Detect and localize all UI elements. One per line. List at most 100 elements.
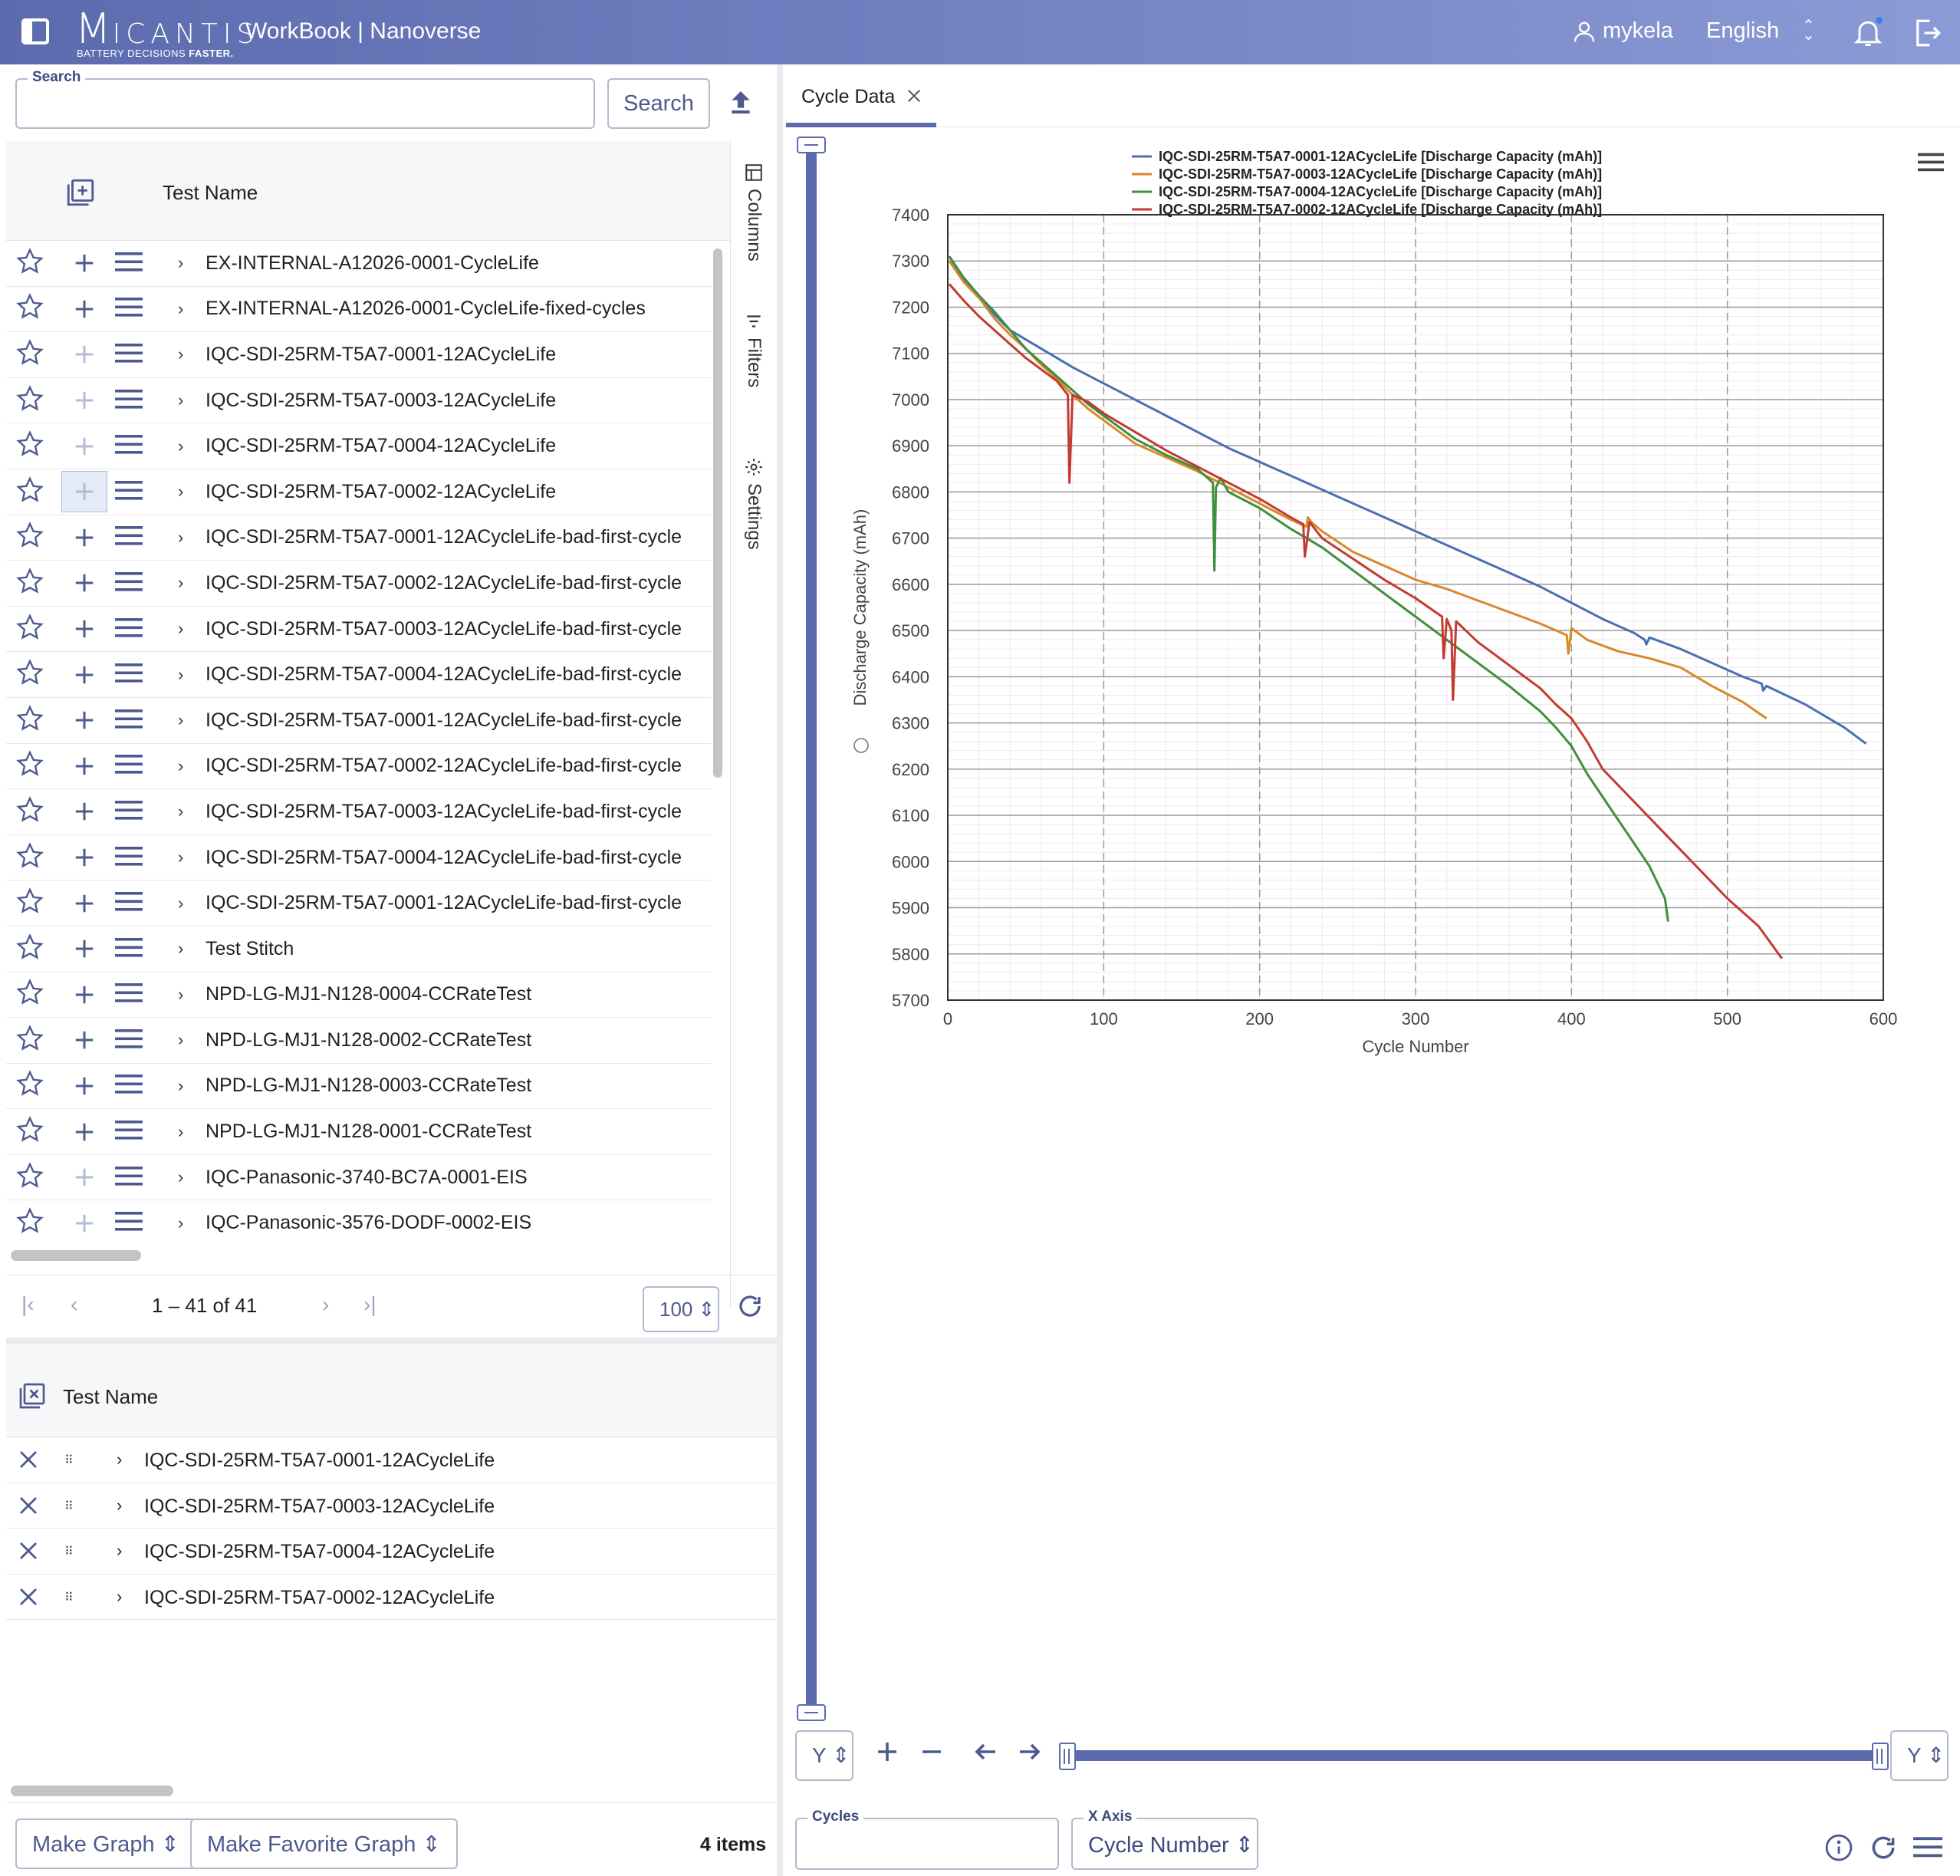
remove-all-icon[interactable] bbox=[17, 1381, 48, 1415]
star-icon[interactable] bbox=[15, 658, 44, 691]
notification-bell-icon[interactable] bbox=[1851, 15, 1885, 53]
add-icon[interactable] bbox=[61, 471, 107, 513]
chevron-updown-icon[interactable]: ⌃ ⌄ bbox=[1802, 18, 1815, 44]
chevron-right-icon[interactable]: › bbox=[178, 1121, 184, 1141]
star-icon[interactable] bbox=[15, 567, 44, 600]
chevron-right-icon[interactable]: › bbox=[178, 1075, 184, 1095]
table-row[interactable]: › IQC-Panasonic-3576-DODF-0002-EIS bbox=[6, 1200, 712, 1238]
chevron-right-icon[interactable]: › bbox=[117, 1450, 123, 1469]
drag-handle-icon[interactable]: ⠿ bbox=[64, 1545, 74, 1559]
star-icon[interactable] bbox=[15, 795, 44, 828]
table-row[interactable]: › IQC-SDI-25RM-T5A7-0004-12ACycleLife bbox=[6, 423, 712, 469]
logout-icon[interactable] bbox=[1911, 17, 1943, 53]
table-row[interactable]: › IQC-SDI-25RM-T5A7-0004-12ACycleLife-ba… bbox=[6, 835, 712, 881]
add-icon[interactable] bbox=[61, 517, 107, 558]
star-icon[interactable] bbox=[15, 1069, 44, 1102]
pan-right-icon[interactable] bbox=[1015, 1738, 1044, 1769]
row-menu-icon[interactable] bbox=[115, 616, 143, 643]
star-icon[interactable] bbox=[15, 430, 44, 462]
star-icon[interactable] bbox=[15, 841, 44, 874]
table-row[interactable]: › NPD-LG-MJ1-N128-0004-CCRateTest bbox=[6, 973, 712, 1019]
selected-row[interactable]: ⠿ › IQC-SDI-25RM-T5A7-0003-12ACycleLife bbox=[6, 1483, 777, 1529]
add-icon[interactable] bbox=[61, 837, 107, 878]
chevron-right-icon[interactable]: › bbox=[178, 253, 184, 273]
chevron-right-icon[interactable]: › bbox=[178, 801, 184, 821]
add-icon[interactable] bbox=[61, 974, 107, 1015]
chevron-right-icon[interactable]: › bbox=[178, 298, 184, 318]
sidebar-toggle-icon[interactable] bbox=[21, 18, 49, 44]
tab-filters[interactable]: Filters bbox=[731, 311, 777, 387]
table-row[interactable]: › IQC-Panasonic-3740-BC7A-0001-EIS bbox=[6, 1155, 712, 1201]
add-icon[interactable] bbox=[61, 1065, 107, 1107]
drag-handle-icon[interactable]: ⠿ bbox=[64, 1454, 74, 1467]
table-row[interactable]: › NPD-LG-MJ1-N128-0003-CCRateTest bbox=[6, 1064, 712, 1110]
chevron-right-icon[interactable]: › bbox=[178, 1213, 184, 1233]
chevron-right-icon[interactable]: › bbox=[178, 984, 184, 1004]
grid-vertical-scrollbar[interactable] bbox=[713, 248, 722, 778]
table-row[interactable]: › IQC-SDI-25RM-T5A7-0003-12ACycleLife bbox=[6, 378, 712, 424]
chevron-right-icon[interactable]: › bbox=[178, 482, 184, 502]
drag-handle-icon[interactable]: ⠿ bbox=[64, 1499, 74, 1513]
y-range-slider[interactable] bbox=[806, 141, 817, 1713]
tab-columns[interactable]: Columns bbox=[731, 163, 777, 262]
zoom-out-icon[interactable] bbox=[918, 1738, 945, 1769]
row-menu-icon[interactable] bbox=[115, 387, 143, 414]
row-menu-icon[interactable] bbox=[115, 479, 143, 505]
star-icon[interactable] bbox=[15, 521, 44, 554]
table-row[interactable]: › IQC-SDI-25RM-T5A7-0001-12ACycleLife-ba… bbox=[6, 515, 712, 561]
row-menu-icon[interactable] bbox=[115, 1072, 143, 1099]
add-icon[interactable] bbox=[61, 699, 107, 741]
chevron-right-icon[interactable]: › bbox=[117, 1541, 123, 1561]
x-range-handle-left[interactable] bbox=[1059, 1743, 1076, 1770]
drag-handle-icon[interactable]: ⠿ bbox=[64, 1591, 74, 1604]
chevron-right-icon[interactable]: › bbox=[178, 847, 184, 867]
x-range-handle-right[interactable] bbox=[1872, 1743, 1889, 1770]
row-menu-icon[interactable] bbox=[115, 1164, 143, 1191]
add-icon[interactable] bbox=[61, 334, 107, 375]
table-row[interactable]: › NPD-LG-MJ1-N128-0002-CCRateTest bbox=[6, 1018, 712, 1064]
row-menu-icon[interactable] bbox=[115, 524, 143, 551]
table-row[interactable]: › IQC-SDI-25RM-T5A7-0003-12ACycleLife-ba… bbox=[6, 789, 712, 835]
chevron-right-icon[interactable]: › bbox=[178, 1030, 184, 1050]
row-menu-icon[interactable] bbox=[115, 798, 143, 825]
remove-icon[interactable] bbox=[17, 1539, 40, 1566]
star-icon[interactable] bbox=[15, 978, 44, 1011]
star-icon[interactable] bbox=[15, 749, 44, 782]
table-row[interactable]: › EX-INTERNAL-A12026-0001-CycleLife bbox=[6, 241, 712, 287]
tab-cycle-data[interactable]: Cycle Data bbox=[786, 64, 936, 127]
chevron-right-icon[interactable]: › bbox=[178, 755, 184, 775]
zoom-in-icon[interactable] bbox=[873, 1738, 901, 1769]
table-row[interactable]: › IQC-SDI-25RM-T5A7-0001-12ACycleLife-ba… bbox=[6, 698, 712, 744]
last-page-icon[interactable]: ›| bbox=[363, 1292, 377, 1316]
row-menu-icon[interactable] bbox=[115, 844, 143, 871]
chevron-right-icon[interactable]: › bbox=[178, 344, 184, 364]
info-icon[interactable] bbox=[1824, 1833, 1853, 1866]
upload-icon[interactable] bbox=[725, 87, 756, 122]
table-row[interactable]: › IQC-SDI-25RM-T5A7-0003-12ACycleLife-ba… bbox=[6, 607, 712, 653]
selected-row[interactable]: ⠿ › IQC-SDI-25RM-T5A7-0004-12ACycleLife bbox=[6, 1529, 777, 1575]
row-menu-icon[interactable] bbox=[115, 433, 143, 459]
selected-column-test-name[interactable]: Test Name bbox=[63, 1385, 159, 1408]
user-menu[interactable]: mykela bbox=[1572, 18, 1673, 44]
table-row[interactable]: › IQC-SDI-25RM-T5A7-0002-12ACycleLife bbox=[6, 469, 712, 515]
row-menu-icon[interactable] bbox=[115, 890, 143, 917]
star-icon[interactable] bbox=[15, 704, 44, 737]
table-row[interactable]: › IQC-SDI-25RM-T5A7-0002-12ACycleLife-ba… bbox=[6, 744, 712, 790]
search-button[interactable]: Search bbox=[607, 78, 710, 129]
star-icon[interactable] bbox=[15, 476, 44, 508]
add-icon[interactable] bbox=[61, 1111, 107, 1153]
row-menu-icon[interactable] bbox=[115, 295, 143, 322]
chevron-right-icon[interactable]: › bbox=[178, 939, 184, 959]
chevron-right-icon[interactable]: › bbox=[178, 664, 184, 684]
row-menu-icon[interactable] bbox=[115, 936, 143, 963]
star-icon[interactable] bbox=[15, 292, 44, 325]
star-icon[interactable] bbox=[15, 384, 44, 417]
y-range-handle-bottom[interactable] bbox=[797, 1704, 826, 1721]
star-icon[interactable] bbox=[15, 1115, 44, 1148]
y-axis-left-select[interactable]: Y ⇕ bbox=[795, 1730, 853, 1781]
remove-icon[interactable] bbox=[17, 1585, 40, 1612]
table-row[interactable]: › IQC-SDI-25RM-T5A7-0001-12ACycleLife-ba… bbox=[6, 880, 712, 926]
row-menu-icon[interactable] bbox=[115, 1027, 143, 1054]
star-icon[interactable] bbox=[15, 1161, 44, 1194]
pan-left-icon[interactable] bbox=[972, 1738, 1001, 1769]
